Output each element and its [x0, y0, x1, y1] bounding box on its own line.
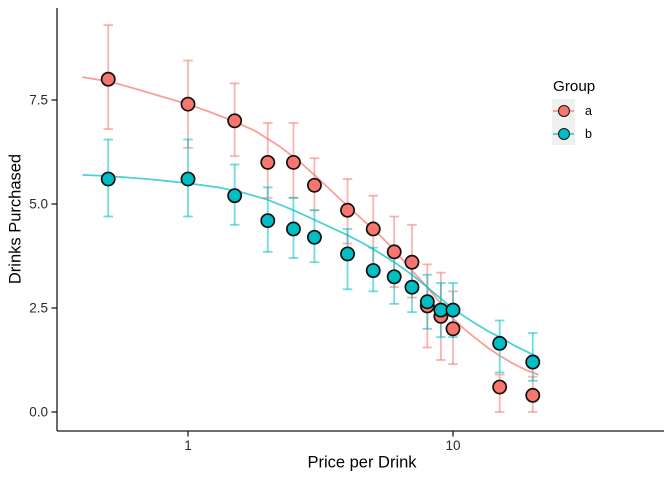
- legend-title: Group: [553, 78, 596, 95]
- data-point-b: [386, 269, 402, 285]
- data-point-a: [404, 254, 420, 270]
- point-swatch-b: [557, 127, 570, 140]
- data-point-a: [286, 154, 301, 170]
- x-tick-label: 10: [445, 438, 460, 453]
- y-tick-label: 7.5: [29, 93, 48, 108]
- data-point-a: [180, 96, 196, 112]
- smooth-line-b: [82, 174, 539, 358]
- data-point-a: [100, 71, 116, 87]
- data-point-a: [492, 379, 508, 395]
- data-point-b: [340, 246, 355, 262]
- legend-label-b: b: [585, 126, 592, 141]
- data-point-b: [306, 229, 322, 245]
- y-tick-label: 5.0: [29, 197, 48, 212]
- data-point-a: [260, 154, 276, 170]
- legend-entry-a: a: [552, 99, 595, 122]
- data-point-a: [365, 221, 381, 237]
- data-point-b: [492, 335, 508, 351]
- legend-entry-b: b: [552, 122, 595, 145]
- y-tick-label: 0.0: [29, 405, 48, 420]
- data-point-b: [404, 279, 420, 295]
- data-point-b: [286, 221, 301, 237]
- x-axis-title: Price per Drink: [307, 453, 417, 472]
- data-point-a: [525, 387, 541, 403]
- data-point-b: [365, 263, 381, 279]
- x-tick-label: 1: [184, 438, 192, 453]
- legend-label-a: a: [585, 103, 592, 118]
- data-point-b: [100, 171, 116, 187]
- data-point-a: [340, 202, 355, 218]
- y-axis-title: Drinks Purchased: [6, 153, 25, 285]
- data-point-a: [227, 113, 243, 129]
- data-point-b: [445, 302, 461, 318]
- legend: Group a b: [552, 78, 595, 145]
- point-swatch-a: [557, 104, 570, 117]
- data-point-b: [260, 213, 276, 229]
- data-point-b: [419, 294, 435, 310]
- data-point-b: [227, 188, 243, 204]
- data-point-b: [433, 302, 449, 318]
- data-point-b: [525, 354, 541, 370]
- y-tick-label: 2.5: [29, 301, 48, 316]
- data-point-a: [386, 244, 402, 260]
- data-point-a: [445, 321, 461, 337]
- legend-key-b: [552, 122, 575, 145]
- data-point-b: [180, 171, 196, 187]
- data-point-a: [306, 177, 322, 193]
- smooth-line-a: [82, 76, 539, 376]
- legend-key-a: [552, 99, 575, 122]
